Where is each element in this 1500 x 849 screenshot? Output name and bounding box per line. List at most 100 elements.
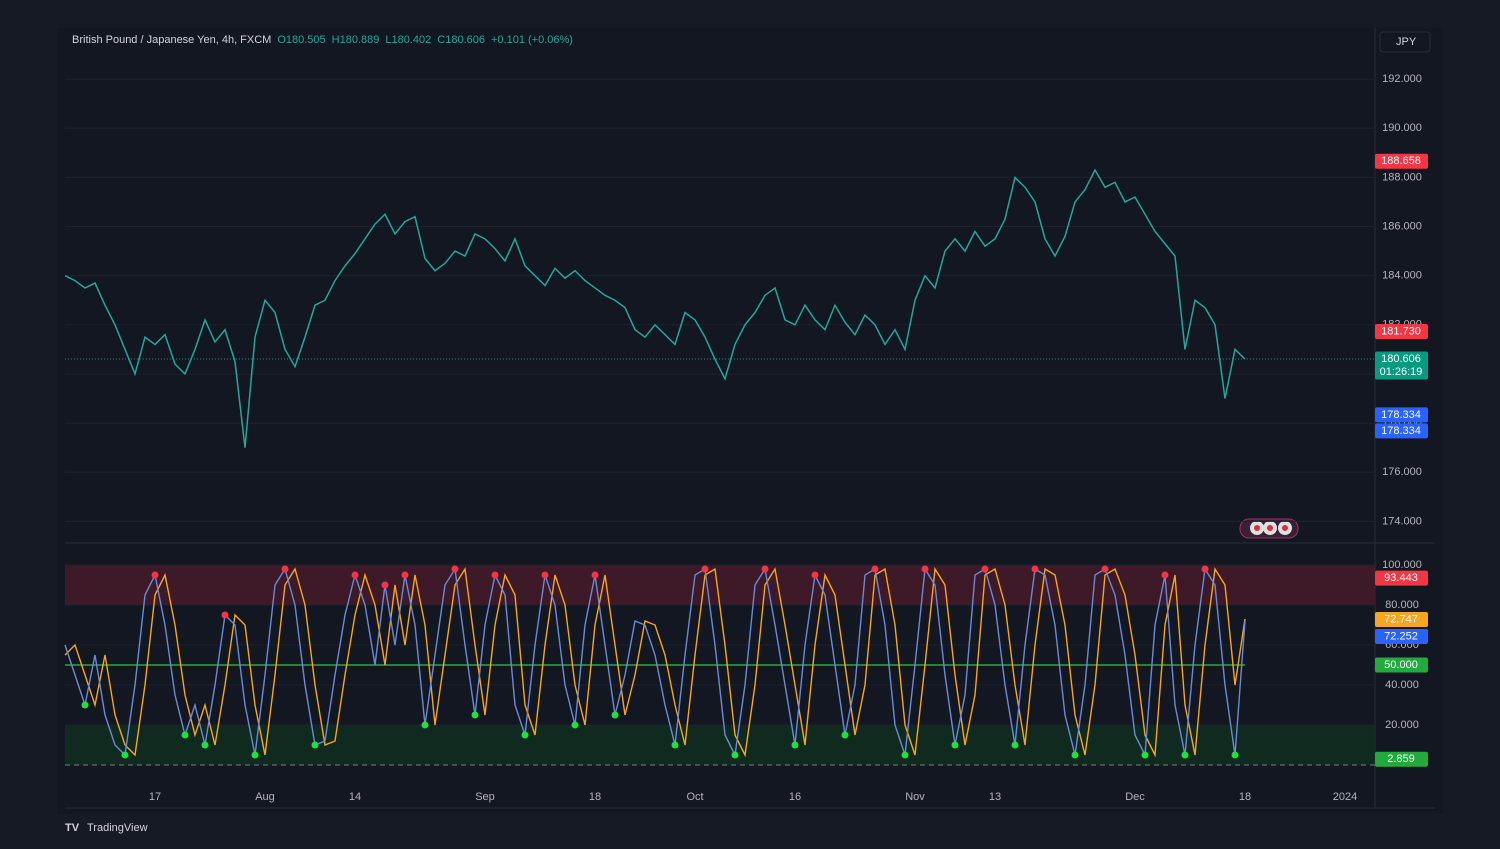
peak-dot xyxy=(921,565,929,573)
x-tick-label: 2024 xyxy=(1333,791,1357,803)
trough-dot xyxy=(671,741,679,749)
x-tick-label: Sep xyxy=(475,791,495,803)
trough-dot xyxy=(1011,741,1019,749)
x-tick-label: Dec xyxy=(1125,791,1145,803)
peak-dot xyxy=(761,565,769,573)
change: +0.101 (+0.06%) xyxy=(491,34,573,46)
y-tick-label: 192.000 xyxy=(1382,73,1422,85)
trough-dot xyxy=(421,721,429,729)
open: O180.505 xyxy=(277,34,325,46)
price-tag-label: 180.606 xyxy=(1381,353,1421,365)
trough-dot xyxy=(311,741,319,749)
price-tag xyxy=(1375,612,1428,628)
price-tag xyxy=(1375,628,1428,644)
peak-dot xyxy=(221,611,229,619)
peak-dot xyxy=(381,581,389,589)
high: H180.889 xyxy=(332,34,380,46)
price-tag-label: 50.000 xyxy=(1384,659,1418,671)
x-tick-label: 18 xyxy=(589,791,601,803)
trough-dot xyxy=(841,731,849,739)
peak-dot xyxy=(401,571,409,579)
trough-dot xyxy=(121,751,129,759)
price-tag-label: 72.252 xyxy=(1384,630,1418,642)
trough-dot xyxy=(81,701,89,709)
price-tag xyxy=(1375,323,1428,339)
price-tag xyxy=(1375,351,1428,380)
trough-dot xyxy=(251,751,259,759)
x-tick-label: 17 xyxy=(149,791,161,803)
currency[interactable]: JPY xyxy=(1396,36,1417,48)
y-tick-label: 40.000 xyxy=(1385,679,1419,691)
peak-dot xyxy=(281,565,289,573)
y-tick-label: 188.000 xyxy=(1382,171,1422,183)
trough-dot xyxy=(791,741,799,749)
trough-dot xyxy=(1231,751,1239,759)
chart-panel xyxy=(57,28,1443,814)
x-tick-label: Nov xyxy=(905,791,925,803)
trough-dot xyxy=(1071,751,1079,759)
series-line xyxy=(64,566,1246,758)
peak-dot xyxy=(1201,565,1209,573)
trough-dot xyxy=(471,711,479,719)
x-tick-label: 14 xyxy=(349,791,361,803)
price-tag xyxy=(1375,423,1428,439)
y-tick-label: 100.000 xyxy=(1382,559,1422,571)
trough-dot xyxy=(571,721,579,729)
peak-dot xyxy=(981,565,989,573)
peak-dot xyxy=(491,571,499,579)
peak-dot xyxy=(451,565,459,573)
zone-band xyxy=(65,565,1375,605)
peak-dot xyxy=(151,571,159,579)
peak-dot xyxy=(1031,565,1039,573)
replay-control[interactable] xyxy=(1239,518,1299,539)
x-tick-label: Oct xyxy=(686,791,703,803)
price-tag-label: 188.658 xyxy=(1381,155,1421,167)
y-tick-label: 80.000 xyxy=(1385,599,1419,611)
price-tag xyxy=(1375,657,1428,673)
trough-dot xyxy=(1181,751,1189,759)
symbol-name: British Pound / Japanese Yen, 4h, FXCM xyxy=(72,34,271,46)
price-tag-countdown: 01:26:19 xyxy=(1380,366,1423,378)
low: L180.402 xyxy=(385,34,431,46)
peak-dot xyxy=(1101,565,1109,573)
brand: TradingView xyxy=(87,822,148,834)
price-tag xyxy=(1375,407,1428,423)
price-tag xyxy=(1375,153,1428,169)
x-tick-label: 13 xyxy=(989,791,1001,803)
y-tick-label: 190.000 xyxy=(1382,122,1422,134)
logo: TV xyxy=(65,822,80,834)
price-tag-label: 2.859 xyxy=(1387,753,1415,765)
price-tag-label: 178.334 xyxy=(1381,425,1421,437)
x-tick-label: 16 xyxy=(789,791,801,803)
y-tick-label: 20.000 xyxy=(1385,719,1419,731)
x-tick-label: Aug xyxy=(255,791,275,803)
price-tag-label: 93.443 xyxy=(1384,572,1418,584)
peak-dot xyxy=(811,571,819,579)
price-tag xyxy=(1375,751,1428,767)
trough-dot xyxy=(951,741,959,749)
trough-dot xyxy=(181,731,189,739)
trough-dot xyxy=(1141,751,1149,759)
price-tag-label: 178.334 xyxy=(1381,409,1421,421)
zone-band xyxy=(65,725,1375,765)
x-tick-label: 18 xyxy=(1239,791,1251,803)
series-line xyxy=(64,566,1246,758)
trough-dot xyxy=(901,751,909,759)
trough-dot xyxy=(521,731,529,739)
series-line xyxy=(64,168,1246,448)
price-tag xyxy=(1375,570,1428,586)
peak-dot xyxy=(871,565,879,573)
trough-dot xyxy=(731,751,739,759)
peak-dot xyxy=(351,571,359,579)
price-tag-label: 72.747 xyxy=(1384,613,1418,625)
peak-dot xyxy=(1161,571,1169,579)
y-tick-label: 174.000 xyxy=(1382,515,1422,527)
trough-dot xyxy=(611,711,619,719)
peak-dot xyxy=(701,565,709,573)
y-tick-label: 186.000 xyxy=(1382,220,1422,232)
y-tick-label: 184.000 xyxy=(1382,270,1422,282)
price-tag-label: 181.730 xyxy=(1381,325,1421,337)
trough-dot xyxy=(201,741,209,749)
symbol: British Pound / Japanese Yen, 4h, FXCM O1… xyxy=(72,34,573,46)
currency-button[interactable] xyxy=(1379,31,1431,53)
